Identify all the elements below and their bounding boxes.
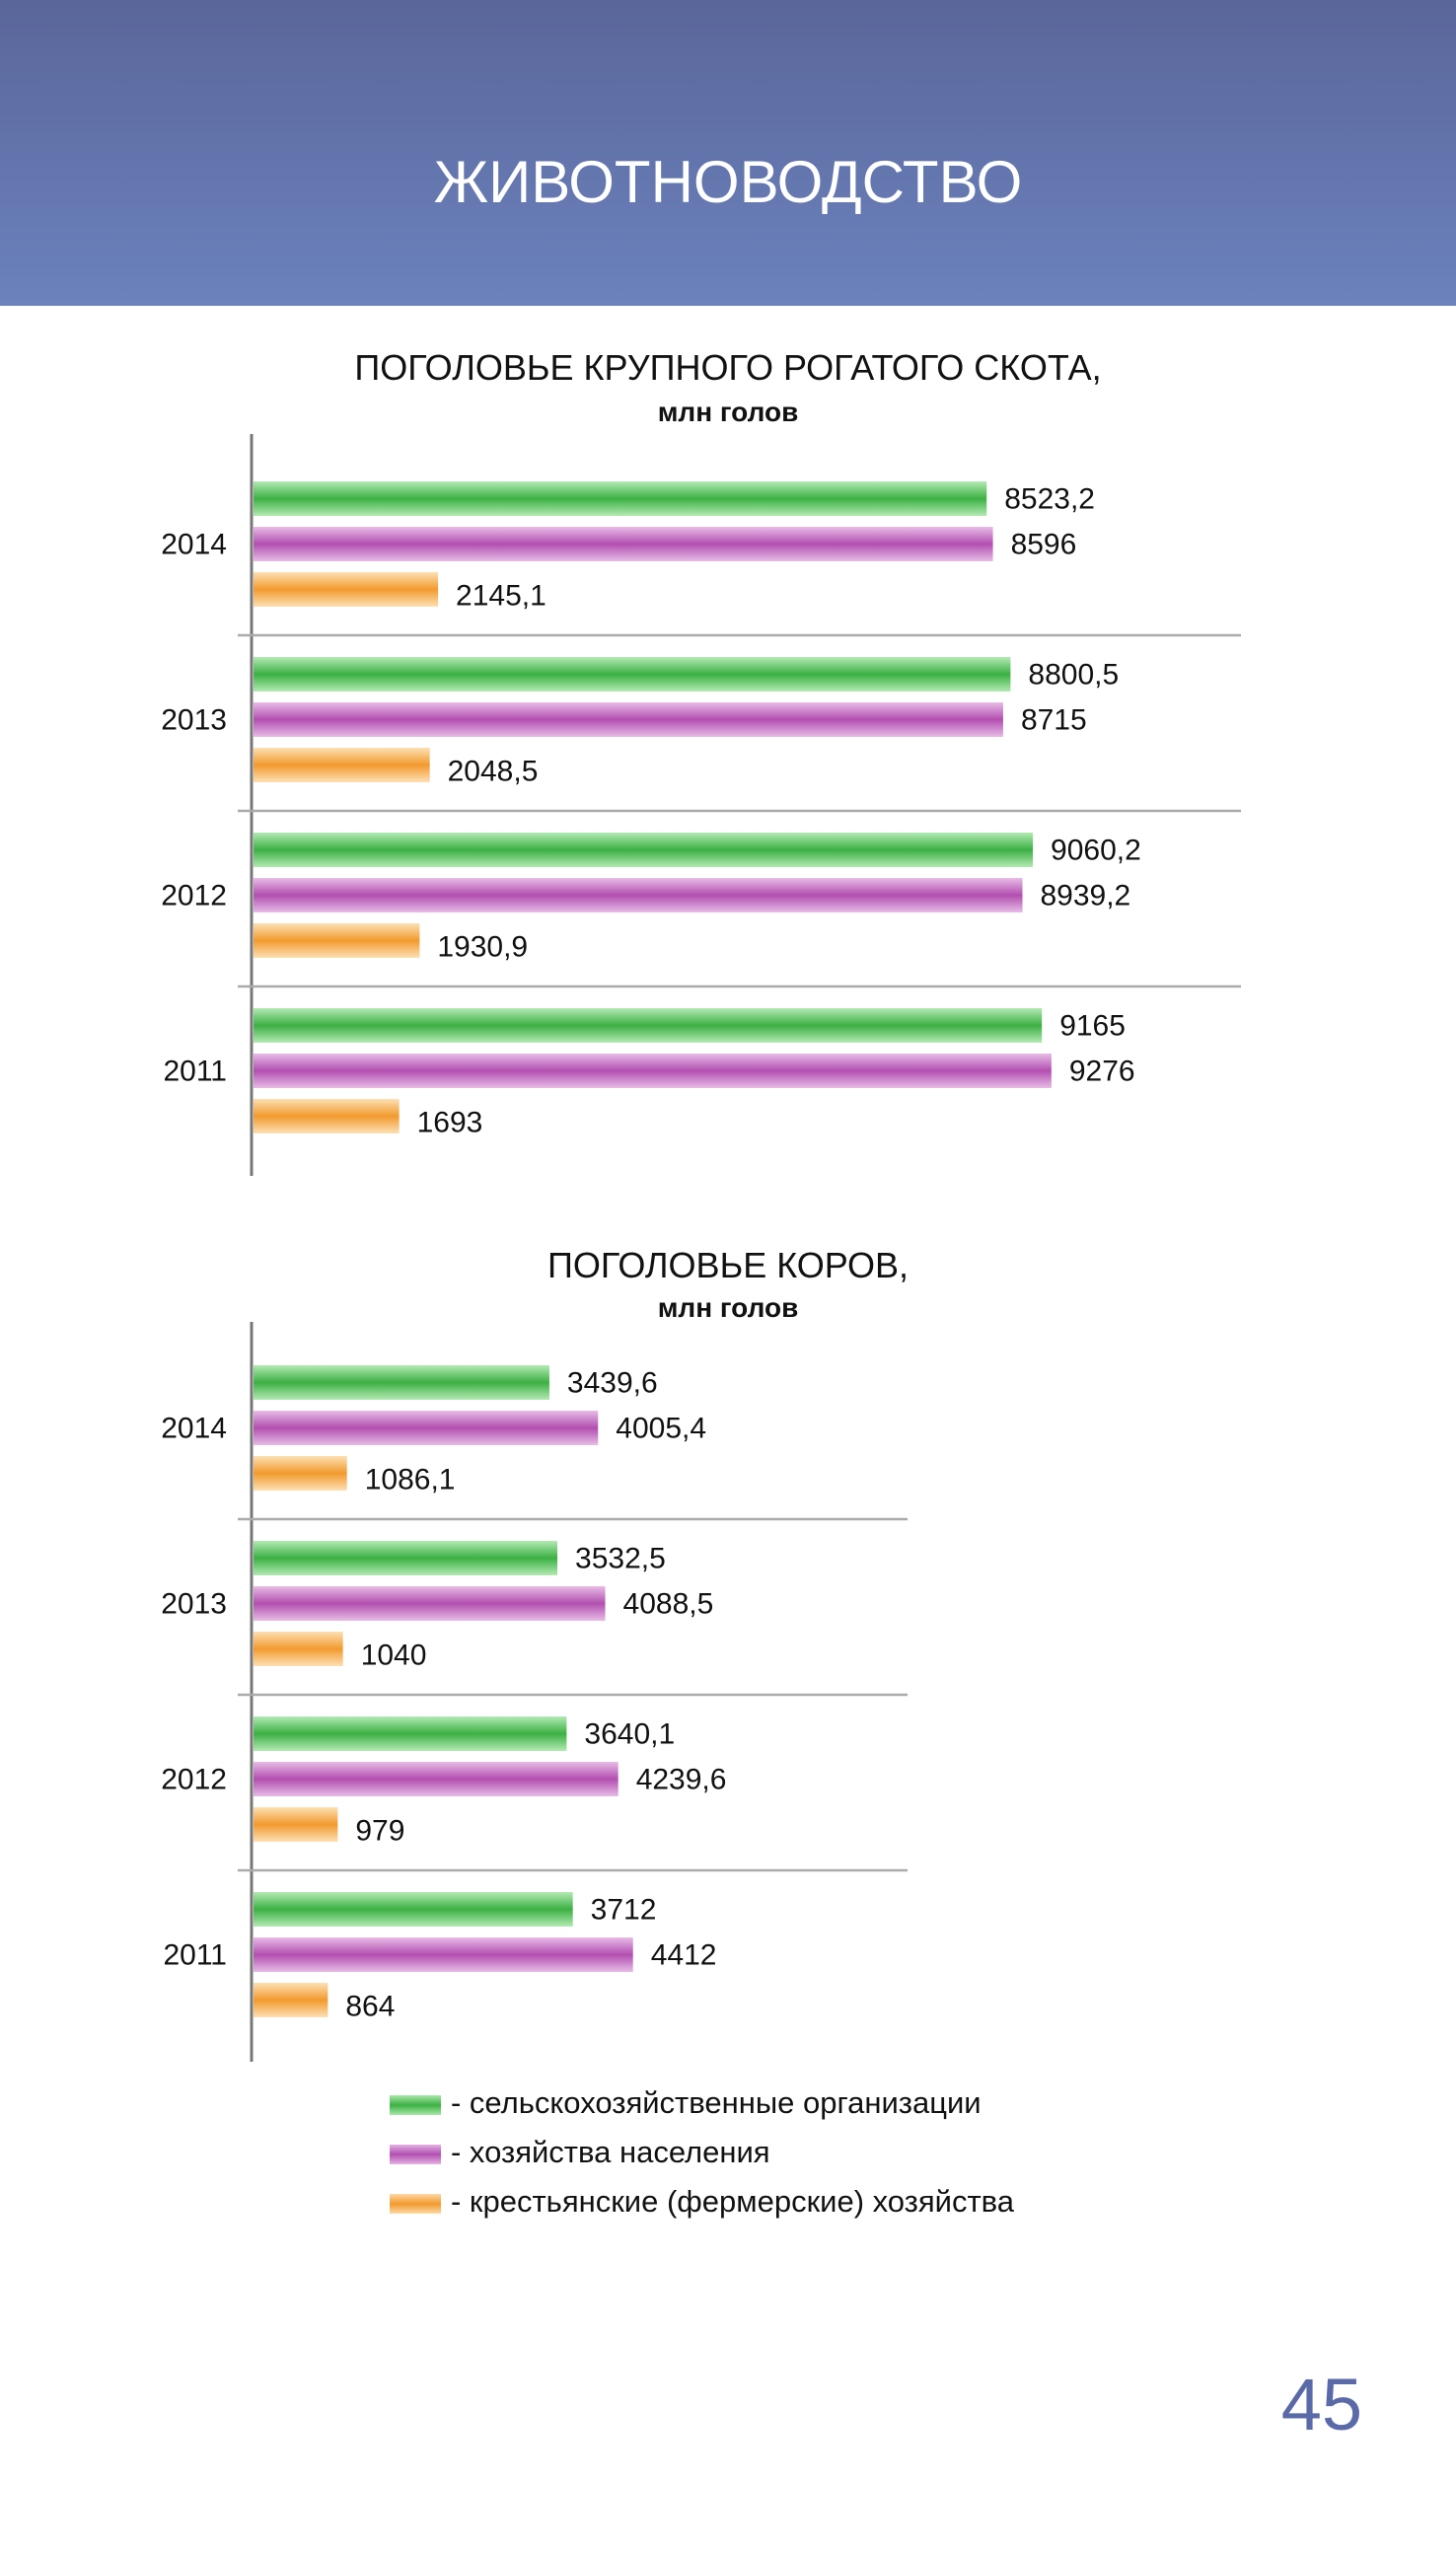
y-tick-label: 2011 [163, 1939, 227, 1972]
bar-households [254, 878, 1023, 912]
data-label: 979 [355, 1815, 404, 1848]
bar-farms [254, 748, 430, 782]
header-banner: ЖИВОТНОВОДСТВО [0, 0, 1456, 306]
data-label: 1930,9 [437, 931, 528, 964]
data-label: 2048,5 [448, 756, 539, 788]
legend-swatch-farms [390, 2194, 441, 2214]
bar-households [254, 1411, 599, 1445]
y-tick-label: 2013 [161, 704, 227, 737]
data-label: 8596 [1011, 529, 1077, 561]
data-label: 9276 [1069, 1056, 1135, 1088]
data-label: 4005,4 [616, 1413, 706, 1445]
bar-agri-orgs [254, 657, 1011, 692]
data-label: 4239,6 [636, 1764, 727, 1796]
data-label: 1040 [361, 1640, 427, 1672]
data-label: 8939,2 [1040, 880, 1130, 912]
data-label: 3712 [591, 1894, 657, 1927]
data-label: 2145,1 [456, 580, 546, 613]
y-tick-label: 2013 [161, 1588, 227, 1621]
bar-agri-orgs [254, 481, 987, 516]
data-label: 4088,5 [623, 1588, 714, 1621]
bar-agri-orgs [254, 1892, 573, 1927]
data-label: 3439,6 [567, 1367, 658, 1400]
chart1-subtitle: млн голов [657, 397, 799, 427]
y-tick-label: 2014 [161, 1413, 227, 1445]
bar-households [254, 527, 993, 561]
data-label: 864 [345, 1991, 395, 2023]
data-label: 3532,5 [575, 1543, 666, 1575]
page-title: ЖИВОТНОВОДСТВО [433, 149, 1023, 215]
data-label: 9060,2 [1051, 835, 1141, 867]
legend-label: - хозяйства населения [451, 2135, 770, 2169]
bar-farms [254, 1632, 343, 1666]
chart2-title: ПОГОЛОВЬЕ КОРОВ, [546, 1245, 910, 1285]
bar-households [254, 1586, 606, 1621]
legend-swatch-households [390, 2145, 441, 2164]
data-label: 1086,1 [365, 1464, 456, 1496]
data-label: 8800,5 [1028, 659, 1119, 692]
y-tick-label: 2012 [161, 880, 227, 912]
page-number: 45 [1280, 2364, 1362, 2445]
bar-agri-orgs [254, 1541, 558, 1575]
bar-households [254, 1937, 633, 1972]
bar-farms [254, 572, 439, 607]
bar-farms [254, 1983, 328, 2017]
legend-swatch-agri-orgs [390, 2095, 441, 2115]
data-label: 8523,2 [1004, 483, 1095, 516]
data-label: 1693 [417, 1107, 483, 1139]
bar-farms [254, 1807, 338, 1842]
bar-agri-orgs [254, 833, 1034, 867]
bar-households [254, 702, 1003, 737]
cows-chart: 2014 3439,6 4005,4 1086,1 2013 3532,5 4088,5 10… [161, 1322, 908, 2062]
bar-farms [254, 1456, 347, 1491]
chart2-subtitle: млн голов [657, 1292, 799, 1323]
bar-agri-orgs [254, 1716, 567, 1751]
legend-label: - сельскохозяйственные организации [451, 2085, 982, 2120]
data-label: 8715 [1021, 704, 1087, 737]
legend-label: - крестьянские (фермерские) хозяйства [451, 2184, 1015, 2219]
bar-agri-orgs [254, 1365, 549, 1400]
cattle-chart: 2014 8523,2 8596 2145,1 2013 8800,5 8715 2048,5… [161, 434, 1241, 1176]
data-label: 3640,1 [584, 1718, 675, 1751]
y-tick-label: 2011 [163, 1056, 227, 1088]
bar-farms [254, 923, 420, 958]
chart1-title: ПОГОЛОВЬЕ КРУПНОГО РОГАТОГО СКОТА, [354, 347, 1102, 388]
bar-farms [254, 1099, 400, 1133]
data-label: 9165 [1059, 1010, 1126, 1043]
y-tick-label: 2014 [161, 529, 227, 561]
y-tick-label: 2012 [161, 1764, 227, 1796]
data-label: 4412 [651, 1939, 717, 1972]
bar-households [254, 1054, 1052, 1088]
bar-households [254, 1762, 619, 1796]
bar-agri-orgs [254, 1008, 1043, 1043]
